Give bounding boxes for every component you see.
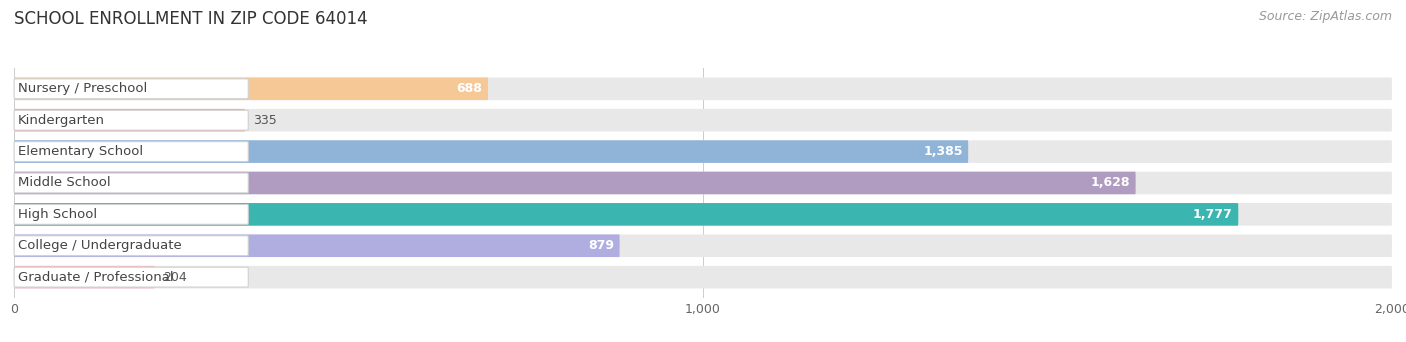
FancyBboxPatch shape [14,140,969,163]
Text: 204: 204 [163,271,187,284]
FancyBboxPatch shape [14,172,1392,194]
FancyBboxPatch shape [14,203,1392,226]
Text: Graduate / Professional: Graduate / Professional [18,271,173,284]
FancyBboxPatch shape [14,205,249,224]
FancyBboxPatch shape [14,203,1239,226]
FancyBboxPatch shape [14,266,1392,288]
FancyBboxPatch shape [14,266,155,288]
FancyBboxPatch shape [14,79,249,99]
Text: High School: High School [18,208,97,221]
Text: Nursery / Preschool: Nursery / Preschool [18,82,148,95]
FancyBboxPatch shape [14,110,249,130]
FancyBboxPatch shape [14,236,249,256]
Text: Middle School: Middle School [18,176,110,189]
FancyBboxPatch shape [14,267,249,287]
FancyBboxPatch shape [14,235,1392,257]
FancyBboxPatch shape [14,172,1136,194]
FancyBboxPatch shape [14,142,249,161]
FancyBboxPatch shape [14,109,245,131]
Text: 879: 879 [588,239,614,252]
Text: SCHOOL ENROLLMENT IN ZIP CODE 64014: SCHOOL ENROLLMENT IN ZIP CODE 64014 [14,10,368,28]
Text: College / Undergraduate: College / Undergraduate [18,239,181,252]
Text: Elementary School: Elementary School [18,145,143,158]
FancyBboxPatch shape [14,173,249,193]
FancyBboxPatch shape [14,78,488,100]
FancyBboxPatch shape [14,78,1392,100]
FancyBboxPatch shape [14,140,1392,163]
Text: 1,777: 1,777 [1194,208,1233,221]
Text: Source: ZipAtlas.com: Source: ZipAtlas.com [1258,10,1392,23]
Text: 688: 688 [457,82,482,95]
Text: 1,385: 1,385 [924,145,963,158]
FancyBboxPatch shape [14,109,1392,131]
FancyBboxPatch shape [14,235,620,257]
Text: 1,628: 1,628 [1091,176,1130,189]
Text: 335: 335 [253,114,277,127]
Text: Kindergarten: Kindergarten [18,114,104,127]
